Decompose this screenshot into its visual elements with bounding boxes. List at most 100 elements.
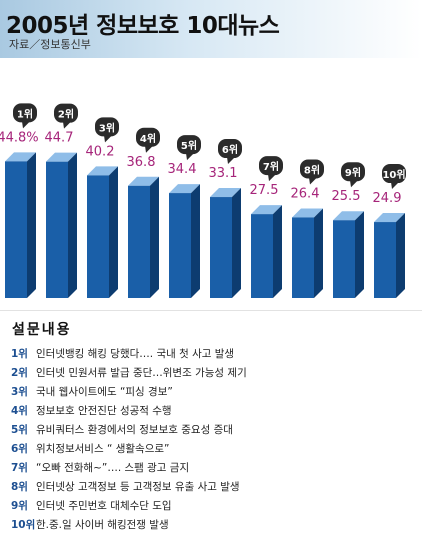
news-item: 10위한.중.일 사이버 해킹전쟁 발생 bbox=[11, 516, 247, 535]
news-rank: 7위 bbox=[11, 462, 28, 474]
bar-top-face bbox=[128, 176, 159, 186]
bar-top-face bbox=[46, 152, 77, 162]
bar-side-face bbox=[396, 213, 405, 298]
rank-bubble bbox=[382, 164, 406, 184]
bar bbox=[46, 161, 68, 298]
bar-side-face bbox=[68, 152, 77, 298]
news-rank: 4위 bbox=[11, 405, 28, 417]
news-text: “오빠 전화해~”…. 스팸 광고 금지 bbox=[36, 462, 190, 474]
rank-bubble bbox=[218, 139, 242, 159]
rank-bubble bbox=[300, 159, 324, 179]
bar-top-face bbox=[210, 188, 241, 198]
header-banner: 2005년 정보보호 10대뉴스 자료／정보통신부 bbox=[0, 0, 422, 58]
rank-bubble-tail bbox=[145, 145, 153, 153]
news-item: 3위 국내 웹사이트에도 “피싱 경보” bbox=[11, 383, 247, 402]
bar-top-face bbox=[374, 213, 405, 223]
news-item: 6위 위치정보서비스 “ 생활속으로” bbox=[11, 440, 247, 459]
news-item: 9위 인터넷 주민번호 대체수단 도입 bbox=[11, 497, 247, 516]
bar bbox=[5, 161, 27, 298]
bar bbox=[128, 185, 150, 298]
bar-side-face bbox=[232, 188, 241, 298]
rank-label: 6위 bbox=[222, 143, 238, 156]
news-rank: 5위 bbox=[11, 424, 28, 436]
rank-label: 4위 bbox=[140, 132, 156, 145]
rank-bubble bbox=[136, 127, 160, 147]
news-item: 8위 인터넷상 고객정보 등 고객정보 유출 사고 발생 bbox=[11, 478, 247, 497]
bar bbox=[374, 222, 396, 298]
chart-title: 2005년 정보보호 10대뉴스 bbox=[6, 13, 280, 39]
rank-bubble-tail bbox=[268, 174, 276, 182]
news-text: 인터넷 민원서류 발급 중단…위변조 가능성 제기 bbox=[36, 367, 247, 379]
news-rank: 9위 bbox=[11, 500, 28, 512]
bar bbox=[169, 193, 191, 298]
bar bbox=[87, 175, 109, 298]
bar-side-face bbox=[273, 205, 282, 298]
news-text: 유비쿼터스 환경에서의 정보보호 중요성 증대 bbox=[36, 424, 233, 436]
news-rank: 10위 bbox=[11, 519, 36, 531]
rank-bubble-tail bbox=[186, 153, 194, 161]
bar-side-face bbox=[27, 152, 36, 298]
news-text: 인터넷뱅킹 해킹 당했다…. 국내 첫 사고 발생 bbox=[36, 348, 235, 360]
news-text: 한.중.일 사이버 해킹전쟁 발생 bbox=[36, 519, 169, 531]
rank-label: 2위 bbox=[58, 108, 74, 121]
bar-side-face bbox=[191, 184, 200, 298]
bar-top-face bbox=[87, 166, 118, 176]
rank-label: 5위 bbox=[181, 139, 197, 152]
news-item: 5위 유비쿼터스 환경에서의 정보보호 중요성 증대 bbox=[11, 421, 247, 440]
news-rank: 8위 bbox=[11, 481, 28, 493]
bar bbox=[292, 217, 314, 298]
news-text: 위치정보서비스 “ 생활속으로” bbox=[36, 443, 170, 455]
bar-value-label: 40.2 bbox=[86, 144, 115, 159]
rank-bubble bbox=[177, 135, 201, 155]
bar-value-label: 26.4 bbox=[291, 186, 320, 201]
rank-bubble-tail bbox=[22, 121, 30, 129]
rank-bubble-tail bbox=[350, 180, 358, 188]
rank-label: 9위 bbox=[345, 166, 361, 179]
bar-top-face bbox=[251, 205, 282, 215]
bar bbox=[251, 214, 273, 298]
bar-value-label: 27.5 bbox=[250, 183, 279, 198]
bar-value-label: 34.4 bbox=[168, 162, 197, 177]
bar-top-face bbox=[333, 211, 364, 221]
bar-side-face bbox=[150, 176, 159, 298]
survey-section: 설문내용 1위 인터넷뱅킹 해킹 당했다…. 국내 첫 사고 발생 2위 인터넷 민원… bbox=[0, 310, 422, 537]
news-text: 인터넷상 고객정보 등 고객정보 유출 사고 발생 bbox=[36, 481, 240, 493]
news-item: 1위 인터넷뱅킹 해킹 당했다…. 국내 첫 사고 발생 bbox=[11, 345, 247, 364]
rank-bubble-tail bbox=[309, 177, 317, 185]
bar-top-face bbox=[169, 184, 200, 194]
bar-value-label: 36.8 bbox=[127, 155, 156, 170]
rank-label: 7위 bbox=[263, 160, 279, 173]
rank-bubble bbox=[13, 103, 37, 123]
bar-side-face bbox=[314, 208, 323, 298]
rank-bubble-tail bbox=[391, 182, 399, 190]
news-text: 국내 웹사이트에도 “피싱 경보” bbox=[36, 386, 173, 398]
bar-top-face bbox=[5, 152, 36, 162]
news-rank: 6위 bbox=[11, 443, 28, 455]
bar-value-label: 25.5 bbox=[332, 189, 361, 204]
news-rank: 1위 bbox=[11, 348, 28, 360]
bar bbox=[333, 220, 355, 298]
bar-side-face bbox=[109, 166, 118, 298]
survey-title: 설문내용 bbox=[12, 322, 72, 338]
bar-value-label: 24.9 bbox=[373, 191, 402, 206]
rank-bubble-tail bbox=[63, 121, 71, 129]
bar-value-label: 33.1 bbox=[209, 166, 238, 181]
news-list: 1위 인터넷뱅킹 해킹 당했다…. 국내 첫 사고 발생 2위 인터넷 민원서류 발급… bbox=[11, 345, 247, 535]
rank-bubble bbox=[95, 117, 119, 137]
rank-bubble bbox=[341, 162, 365, 182]
news-item: 2위 인터넷 민원서류 발급 중단…위변조 가능성 제기 bbox=[11, 364, 247, 383]
bar-top-face bbox=[292, 208, 323, 218]
news-text: 인터넷 주민번호 대체수단 도입 bbox=[36, 500, 172, 512]
news-text: 정보보호 안전진단 성공적 수행 bbox=[36, 405, 172, 417]
rank-label: 10위 bbox=[382, 168, 405, 181]
news-item: 7위 “오빠 전화해~”…. 스팸 광고 금지 bbox=[11, 459, 247, 478]
rank-label: 1위 bbox=[17, 107, 33, 120]
rank-bubble-tail bbox=[227, 157, 235, 165]
news-item: 4위 정보보호 안전진단 성공적 수행 bbox=[11, 402, 247, 421]
bar bbox=[210, 197, 232, 298]
bar-chart-svg: 44.8% 1위 44.7 2위 40.2 3위 36.8 4위 34.4 5위 33.1 6위 27.… bbox=[0, 103, 406, 298]
news-rank: 3위 bbox=[11, 386, 28, 398]
source-note: 자료／정보통신부 bbox=[9, 38, 91, 51]
bar-chart: 44.8% 1위 44.7 2위 40.2 3위 36.8 4위 34.4 5위 33.1 6위 27.… bbox=[0, 58, 422, 308]
bar-value-label: 44.7 bbox=[45, 131, 74, 146]
